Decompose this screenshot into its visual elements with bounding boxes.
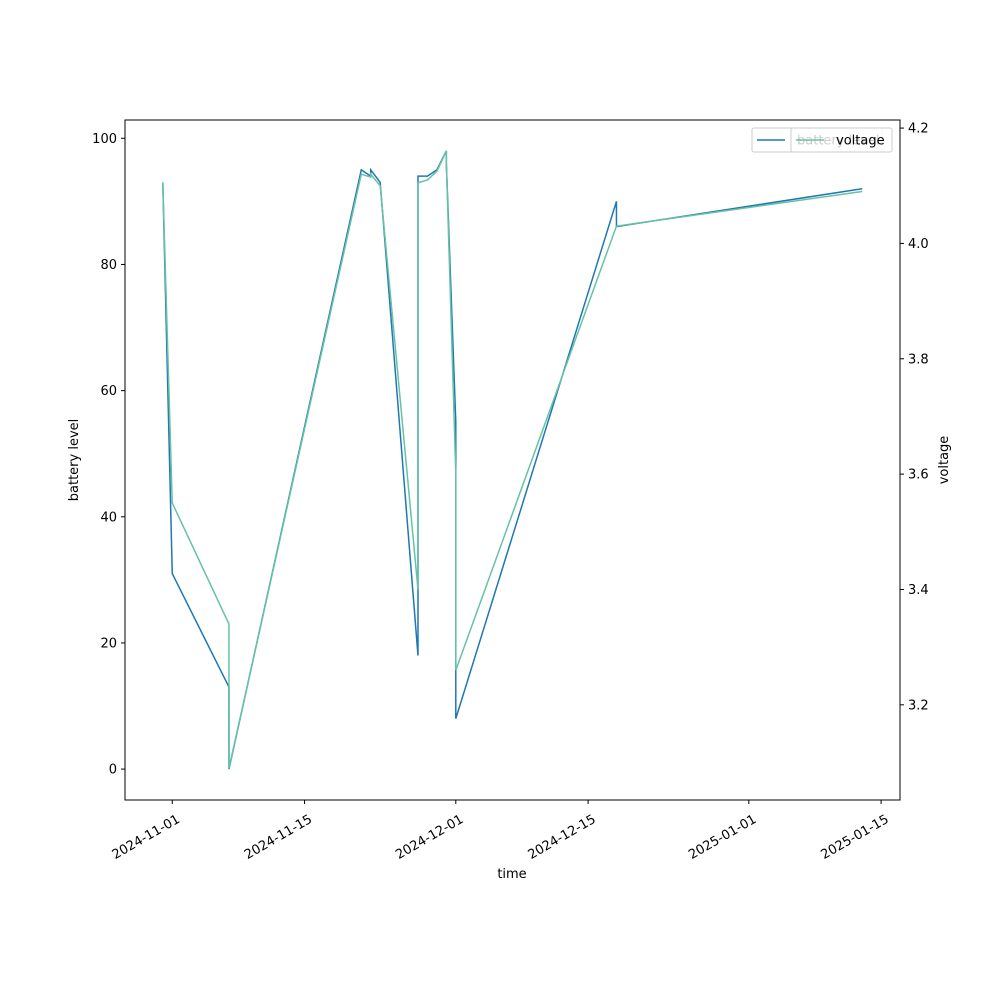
- y2-tick-label: 4.2: [908, 122, 929, 137]
- x-tick-label: 2024-11-15: [242, 812, 315, 863]
- y-tick-label: 20: [100, 636, 117, 651]
- y2-tick-label: 3.6: [908, 468, 929, 483]
- legend-box: [790, 127, 893, 153]
- plot-frame: [124, 119, 901, 801]
- y2-tick-label: 4.0: [908, 237, 929, 252]
- x-axis-label: time: [497, 867, 526, 882]
- y2-axis-label: voltage: [937, 436, 952, 485]
- x-tick-label: 2024-11-01: [110, 812, 183, 863]
- y-tick-label: 100: [92, 132, 117, 147]
- y-tick-label: 60: [100, 384, 117, 399]
- x-tick-label: 2025-01-01: [686, 812, 759, 863]
- y-tick-label: 40: [100, 510, 117, 525]
- x-tick-label: 2024-12-01: [393, 812, 466, 863]
- y2-tick-label: 3.4: [908, 583, 929, 598]
- y-tick-label: 0: [109, 763, 117, 778]
- line-series: [162, 150, 863, 769]
- x-tick-label: 2024-12-15: [526, 812, 599, 863]
- x-tick-label: 2025-01-15: [819, 812, 892, 863]
- legend-label: voltage: [836, 134, 885, 149]
- line-series: [162, 150, 863, 770]
- y-tick-label: 80: [100, 258, 117, 273]
- y2-tick-label: 3.8: [908, 352, 929, 367]
- y-axis-label: battery level: [67, 419, 82, 502]
- y2-tick-label: 3.2: [908, 698, 929, 713]
